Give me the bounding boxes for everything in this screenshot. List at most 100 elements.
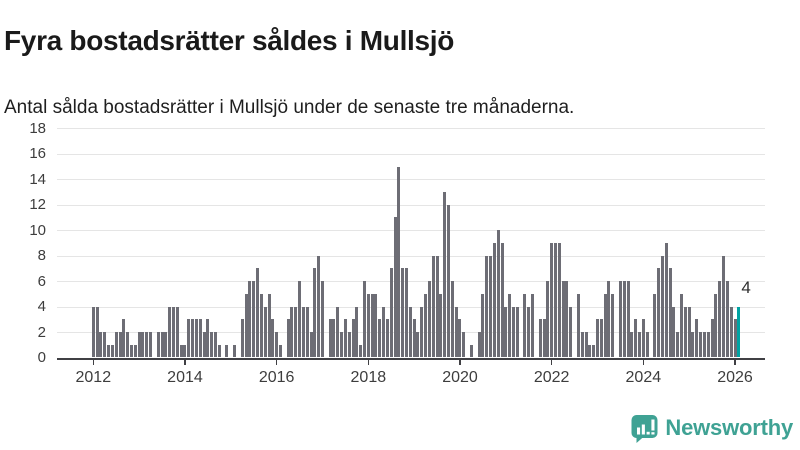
bar xyxy=(542,319,546,358)
bar xyxy=(687,306,691,358)
bar xyxy=(638,332,642,358)
bar xyxy=(187,319,191,358)
bar xyxy=(565,281,569,358)
bar xyxy=(634,319,638,358)
bar xyxy=(359,344,363,358)
bar xyxy=(504,306,508,358)
bar xyxy=(374,293,378,358)
bar xyxy=(210,332,214,358)
bar xyxy=(309,332,313,358)
bar xyxy=(301,306,305,358)
y-tick-label: 12 xyxy=(29,196,46,214)
bar xyxy=(141,332,145,358)
bar xyxy=(492,242,496,358)
x-tick xyxy=(367,360,370,365)
bar xyxy=(523,293,527,358)
bar xyxy=(454,306,458,358)
bar xyxy=(286,319,290,358)
bar xyxy=(290,306,294,358)
gridline xyxy=(57,204,765,206)
bar xyxy=(653,293,657,358)
y-tick-label: 0 xyxy=(37,349,46,366)
bar xyxy=(450,281,454,358)
bar xyxy=(332,319,336,358)
bar xyxy=(695,319,699,358)
bar xyxy=(103,332,107,358)
bar xyxy=(389,268,393,358)
bar xyxy=(256,268,260,358)
x-tick xyxy=(184,360,186,365)
bar xyxy=(725,281,729,358)
y-tick-label: 8 xyxy=(37,247,46,265)
bar xyxy=(110,344,114,358)
bar xyxy=(317,255,321,358)
newsworthy-logo[interactable]: Newsworthy xyxy=(631,413,793,443)
bar xyxy=(477,332,481,358)
x-tick-label: 2018 xyxy=(350,368,387,386)
bar xyxy=(706,332,710,358)
bar xyxy=(362,281,366,358)
bar xyxy=(405,268,408,358)
x-tick-label: 2026 xyxy=(717,368,753,386)
bar xyxy=(576,293,580,358)
bar xyxy=(680,293,684,358)
bar xyxy=(313,268,317,358)
x-tick xyxy=(92,360,95,365)
y-tick-label: 18 xyxy=(29,119,46,137)
bar xyxy=(592,344,596,358)
bar xyxy=(183,344,187,358)
gridline xyxy=(57,281,765,283)
bar xyxy=(370,293,374,358)
bar xyxy=(660,255,664,358)
bar xyxy=(481,293,485,358)
bar xyxy=(129,344,133,358)
bar xyxy=(133,344,137,358)
bar xyxy=(431,255,435,358)
bar xyxy=(531,293,535,358)
bar xyxy=(420,306,424,358)
bar xyxy=(114,332,118,358)
bar xyxy=(469,344,473,358)
newsworthy-icon xyxy=(631,414,658,443)
bar xyxy=(99,332,103,358)
bar xyxy=(710,319,714,358)
bar xyxy=(668,268,672,358)
chart-title: Fyra bostadsrätter såldes i Mullsjö xyxy=(4,24,455,56)
bar xyxy=(164,332,168,358)
bar xyxy=(252,281,256,358)
bar xyxy=(462,332,466,358)
gridline xyxy=(57,153,765,155)
bar xyxy=(733,319,737,358)
bar xyxy=(107,344,111,358)
bar xyxy=(194,319,198,358)
bar xyxy=(385,319,389,358)
bar xyxy=(298,281,302,358)
bar xyxy=(305,306,309,358)
bar xyxy=(508,293,512,358)
bar xyxy=(294,306,298,358)
bar xyxy=(145,332,149,358)
bar xyxy=(538,319,542,358)
bar xyxy=(527,306,531,358)
bar xyxy=(343,319,347,358)
bar xyxy=(382,306,386,358)
bar xyxy=(416,332,420,358)
bar xyxy=(683,306,687,358)
y-tick-label: 16 xyxy=(29,145,46,163)
bar xyxy=(214,332,218,358)
bar xyxy=(202,332,206,358)
bar xyxy=(580,332,584,358)
bar xyxy=(500,242,504,358)
bar xyxy=(366,293,370,358)
y-tick-label: 6 xyxy=(37,272,46,290)
bar xyxy=(496,230,500,358)
bar xyxy=(393,217,397,358)
y-tick-label: 2 xyxy=(37,323,46,341)
gridline xyxy=(57,230,765,232)
bar xyxy=(351,319,355,358)
bar xyxy=(447,204,451,358)
bar xyxy=(702,332,706,358)
x-tick xyxy=(642,360,645,365)
bar xyxy=(95,306,99,358)
bar xyxy=(172,306,175,358)
